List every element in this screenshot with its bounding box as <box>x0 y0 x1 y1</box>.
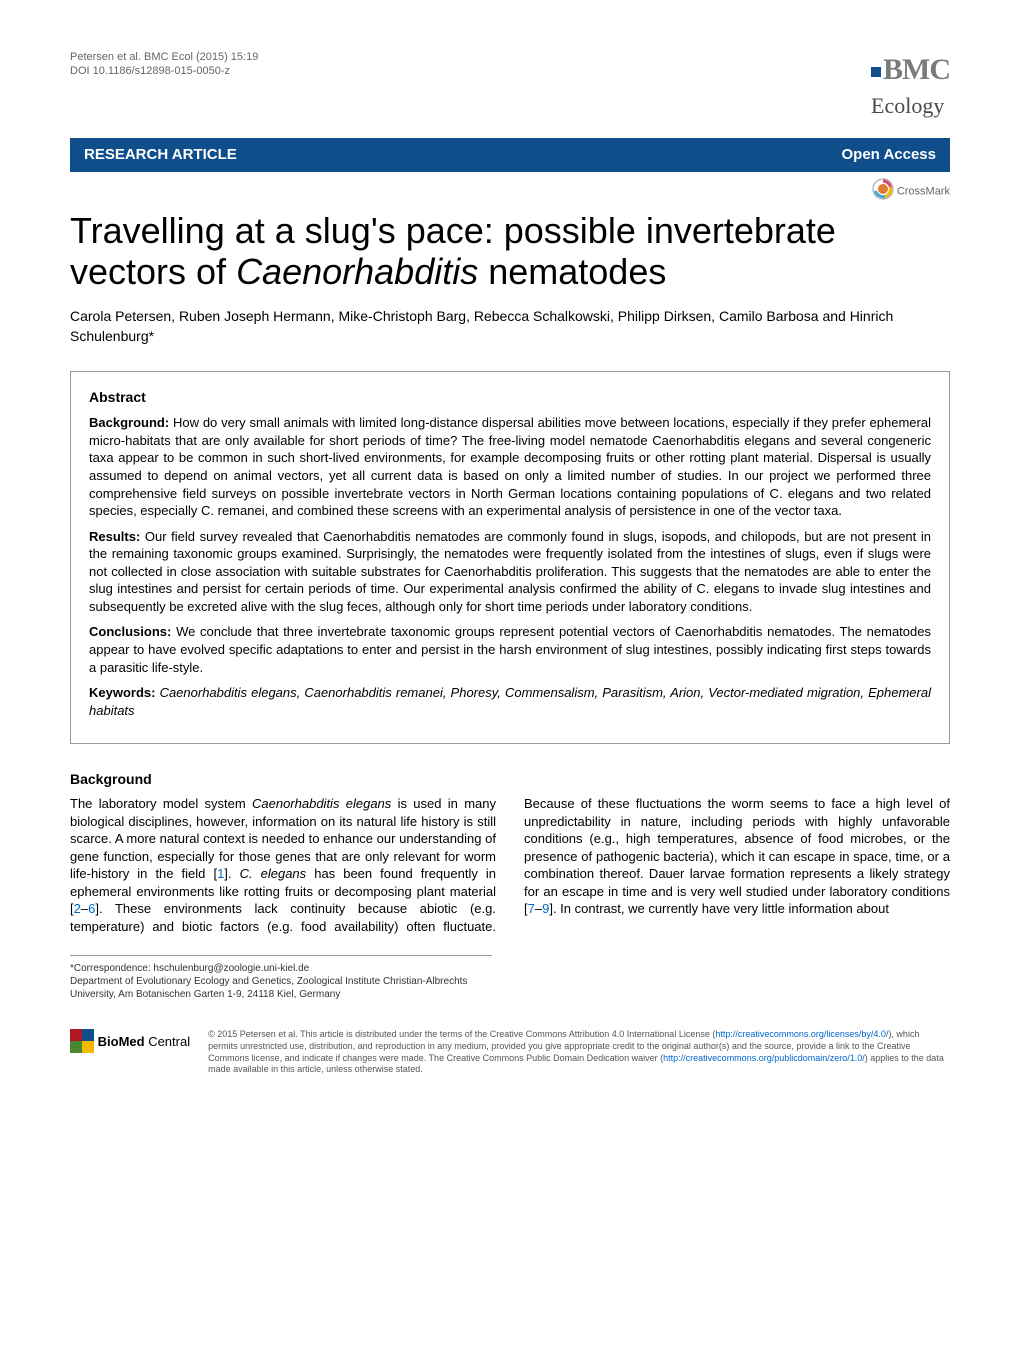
article-type-bar: RESEARCH ARTICLE Open Access <box>70 138 950 172</box>
license-link[interactable]: http://creativecommons.org/publicdomain/… <box>663 1053 865 1063</box>
crossmark-row: CrossMark <box>70 178 950 205</box>
logo-tile-icon <box>82 1041 94 1053</box>
body-section: Background The laboratory model system C… <box>70 770 950 1001</box>
running-head-block: Petersen et al. BMC Ecol (2015) 15:19 DO… <box>70 50 258 79</box>
journal-logo-top: BMC <box>871 50 950 91</box>
body-columns: The laboratory model system Caenorhabdit… <box>70 795 950 935</box>
running-head: Petersen et al. BMC Ecol (2015) 15:19 <box>70 50 258 64</box>
page-footer: BioMed Central © 2015 Petersen et al. Th… <box>70 1029 950 1076</box>
logo-tile-icon <box>70 1041 82 1053</box>
correspondence-affiliation: Department of Evolutionary Ecology and G… <box>70 975 492 1001</box>
journal-logo-bottom: Ecology <box>871 91 950 121</box>
background-heading: Background <box>70 770 950 789</box>
author-list: Carola Petersen, Ruben Joseph Hermann, M… <box>70 306 950 347</box>
abstract-background: Background: How do very small animals wi… <box>89 414 931 519</box>
crossmark-icon[interactable] <box>872 178 894 205</box>
page-header: Petersen et al. BMC Ecol (2015) 15:19 DO… <box>70 50 950 120</box>
article-title: Travelling at a slug's pace: possible in… <box>70 211 950 292</box>
doi-line: DOI 10.1186/s12898-015-0050-z <box>70 64 258 78</box>
logo-tile-icon <box>82 1029 94 1041</box>
open-access-label: Open Access <box>842 145 937 165</box>
journal-logo: BMC Ecology <box>871 50 950 120</box>
logo-tile-icon <box>70 1029 82 1041</box>
correspondence-block: *Correspondence: hschulenburg@zoologie.u… <box>70 955 492 1001</box>
article-type-label: RESEARCH ARTICLE <box>84 145 237 165</box>
bmc-square-icon <box>871 67 881 77</box>
correspondence-email: *Correspondence: hschulenburg@zoologie.u… <box>70 962 492 975</box>
biomed-central-logo: BioMed Central <box>70 1029 190 1053</box>
abstract-heading: Abstract <box>89 388 931 407</box>
body-paragraph: The laboratory model system Caenorhabdit… <box>70 795 950 935</box>
abstract-conclusions: Conclusions: We conclude that three inve… <box>89 623 931 676</box>
abstract-box: Abstract Background: How do very small a… <box>70 371 950 745</box>
citation-link[interactable]: 2 <box>74 901 81 916</box>
citation-link[interactable]: 7 <box>528 901 535 916</box>
license-text: © 2015 Petersen et al. This article is d… <box>208 1029 950 1076</box>
biomed-central-text: BioMed Central <box>98 1033 190 1051</box>
abstract-results: Results: Our field survey revealed that … <box>89 528 931 616</box>
crossmark-label[interactable]: CrossMark <box>897 186 950 198</box>
license-link[interactable]: http://creativecommons.org/licenses/by/4… <box>715 1029 888 1039</box>
abstract-keywords: Keywords: Caenorhabditis elegans, Caenor… <box>89 684 931 719</box>
